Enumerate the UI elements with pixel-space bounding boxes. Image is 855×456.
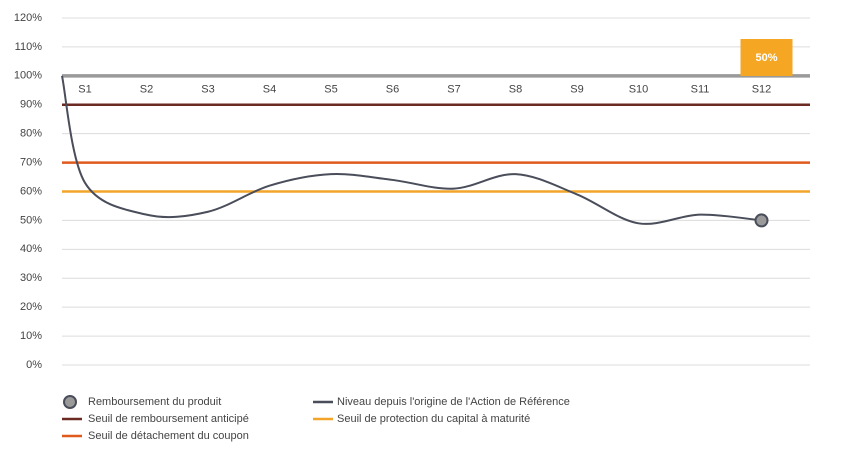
x-tick-label: S2: [140, 84, 153, 96]
y-tick-label: 70%: [20, 156, 42, 168]
y-tick-label: 0%: [26, 359, 42, 371]
legend-label: Seuil de remboursement anticipé: [88, 413, 249, 425]
y-tick-label: 40%: [20, 243, 42, 255]
y-tick-label: 20%: [20, 301, 42, 313]
legend-label: Niveau depuis l'origine de l'Action de R…: [337, 396, 570, 408]
y-tick-label: 90%: [20, 99, 42, 111]
x-tick-label: S3: [201, 84, 214, 96]
x-tick-label: S9: [570, 84, 583, 96]
y-tick-label: 50%: [20, 214, 42, 226]
y-tick-label: 80%: [20, 128, 42, 140]
level-line: [61, 75, 762, 225]
legend-label: Seuil de protection du capital à maturit…: [337, 413, 530, 425]
x-tick-label: S4: [263, 84, 276, 96]
legend-marker: [63, 395, 77, 409]
redemption-marker: [754, 213, 769, 228]
legend-label: Remboursement du produit: [88, 396, 221, 408]
x-tick-label: S7: [447, 84, 460, 96]
x-tick-label: S5: [324, 84, 337, 96]
redemption-label-box: [740, 39, 793, 76]
x-tick-label: S6: [386, 84, 399, 96]
x-tick-label: S12: [752, 84, 772, 96]
y-tick-label: 110%: [15, 41, 43, 53]
y-tick-label: 60%: [20, 185, 42, 197]
y-tick-label: 120%: [14, 12, 42, 24]
x-tick-label: S11: [691, 84, 710, 96]
x-tick-label: S1: [78, 84, 91, 96]
redemption-label: 50%: [755, 52, 777, 64]
legend-label: Seuil de détachement du coupon: [88, 430, 249, 442]
y-tick-label: 30%: [20, 272, 42, 284]
x-tick-label: S8: [509, 84, 522, 96]
x-tick-label: S10: [629, 84, 649, 96]
y-tick-label: 10%: [20, 330, 42, 342]
y-tick-label: 100%: [14, 70, 42, 82]
